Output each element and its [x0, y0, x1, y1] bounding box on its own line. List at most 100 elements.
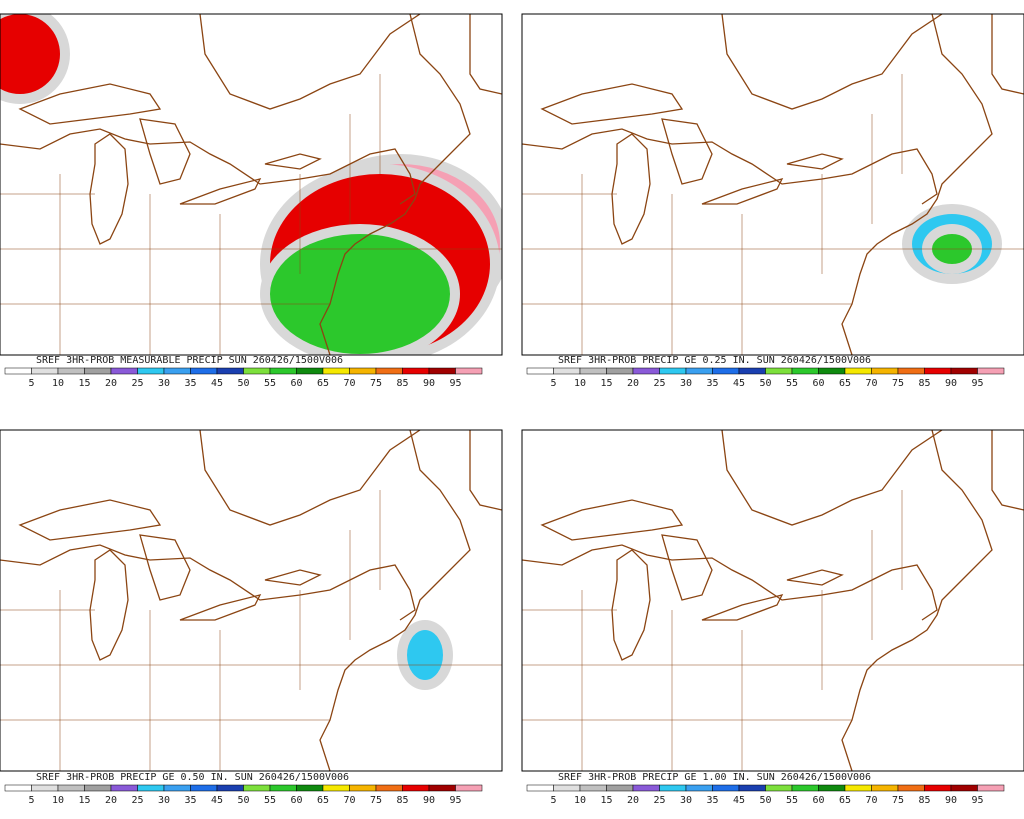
colorbar-cell: [765, 784, 793, 792]
colorbar-label: 25: [653, 795, 665, 806]
map-panel: [0, 13, 503, 356]
colorbar-cell: [712, 784, 740, 792]
colorbar-cell: [818, 367, 846, 375]
colorbar-label: 5: [550, 378, 556, 389]
map-area: [0, 14, 502, 355]
colorbar-label: 75: [370, 378, 382, 389]
colorbar-label: 90: [945, 795, 957, 806]
colorbar-label: 55: [264, 795, 276, 806]
colorbar-label: 45: [733, 378, 745, 389]
colorbar-label: 95: [971, 795, 983, 806]
colorbar-label: 90: [945, 378, 957, 389]
colorbar-label: 60: [812, 795, 824, 806]
colorbar-cell: [606, 367, 634, 375]
colorbar-cell: [791, 367, 819, 375]
colorbar-label: 35: [184, 795, 196, 806]
colorbar-cell: [163, 784, 191, 792]
colorbar-cell: [216, 367, 244, 375]
colorbar-label: 70: [343, 378, 355, 389]
colorbar-cell: [526, 784, 554, 792]
colorbar-label: 95: [449, 378, 461, 389]
colorbar-cell: [844, 367, 872, 375]
colorbar-cell: [950, 367, 978, 375]
colorbar-cell: [84, 784, 112, 792]
colorbar-label: 25: [653, 378, 665, 389]
colorbar-label: 70: [865, 795, 877, 806]
colorbar-cell: [632, 784, 660, 792]
map-panel: [521, 13, 1024, 356]
colorbar-label: 30: [680, 378, 692, 389]
colorbar-label: 5: [28, 795, 34, 806]
colorbar-label: 50: [237, 378, 249, 389]
colorbar-label: 85: [396, 795, 408, 806]
colorbar-cell: [455, 367, 483, 375]
colorbar-cell: [428, 367, 456, 375]
colorbar-label: 10: [52, 795, 64, 806]
colorbar-cell: [349, 784, 377, 792]
map-panel: [521, 429, 1024, 772]
colorbar-cell: [375, 784, 403, 792]
colorbar-label: 70: [865, 378, 877, 389]
map-area: [522, 14, 1024, 355]
colorbar-cell: [897, 784, 925, 792]
colorbar-label: 25: [131, 795, 143, 806]
colorbar-label: 55: [786, 795, 798, 806]
colorbar-label: 75: [892, 795, 904, 806]
colorbar-cell: [871, 784, 899, 792]
map-frame: [0, 429, 503, 772]
colorbar-cell: [57, 367, 85, 375]
colorbar-label: 15: [78, 795, 90, 806]
colorbar-label: 20: [105, 795, 117, 806]
colorbar-cell: [57, 784, 85, 792]
panel-title: SREF 3HR-PROB MEASURABLE PRECIP SUN 2604…: [36, 355, 343, 366]
colorbar-cell: [322, 367, 350, 375]
colorbar-cell: [977, 784, 1005, 792]
colorbar-label: 35: [184, 378, 196, 389]
colorbar-label: 30: [680, 795, 692, 806]
colorbar-label: 90: [423, 378, 435, 389]
colorbar-cell: [31, 784, 59, 792]
panel-title: SREF 3HR-PROB PRECIP GE 0.25 IN. SUN 260…: [558, 355, 871, 366]
colorbar-label: 50: [237, 795, 249, 806]
colorbar-label: 45: [733, 795, 745, 806]
colorbar-cell: [632, 367, 660, 375]
colorbar-cell: [402, 784, 430, 792]
colorbar-cell: [738, 784, 766, 792]
colorbar-cell: [110, 367, 138, 375]
colorbar-cell: [243, 367, 271, 375]
colorbar-cell: [712, 367, 740, 375]
colorbar-cell: [579, 367, 607, 375]
colorbar-cell: [455, 784, 483, 792]
colorbar-label: 50: [759, 378, 771, 389]
colorbar-cell: [137, 784, 165, 792]
colorbar-label: 65: [839, 378, 851, 389]
colorbar-cell: [137, 367, 165, 375]
colorbar-cell: [553, 784, 581, 792]
colorbar-label: 60: [812, 378, 824, 389]
colorbar-label: 45: [211, 795, 223, 806]
colorbar-label: 35: [706, 795, 718, 806]
colorbar-label: 70: [343, 795, 355, 806]
colorbar-cell: [322, 784, 350, 792]
colorbar-label: 10: [52, 378, 64, 389]
colorbar-label: 85: [918, 378, 930, 389]
colorbar-cell: [924, 784, 952, 792]
colorbar-cell: [428, 784, 456, 792]
map-frame: [521, 13, 1024, 356]
panel-title: SREF 3HR-PROB PRECIP GE 1.00 IN. SUN 260…: [558, 772, 871, 783]
colorbar-label: 10: [574, 795, 586, 806]
colorbar-cell: [269, 784, 297, 792]
colorbar-cell: [738, 367, 766, 375]
colorbar-label: 20: [627, 378, 639, 389]
colorbar-cell: [844, 784, 872, 792]
colorbar-label: 25: [131, 378, 143, 389]
colorbar-cell: [950, 784, 978, 792]
colorbar-cell: [296, 367, 324, 375]
colorbar-cell: [31, 367, 59, 375]
colorbar-cell: [659, 784, 687, 792]
panel-title: SREF 3HR-PROB PRECIP GE 0.50 IN. SUN 260…: [36, 772, 349, 783]
colorbar-label: 60: [290, 378, 302, 389]
colorbar-cell: [526, 367, 554, 375]
colorbar-cell: [4, 784, 32, 792]
